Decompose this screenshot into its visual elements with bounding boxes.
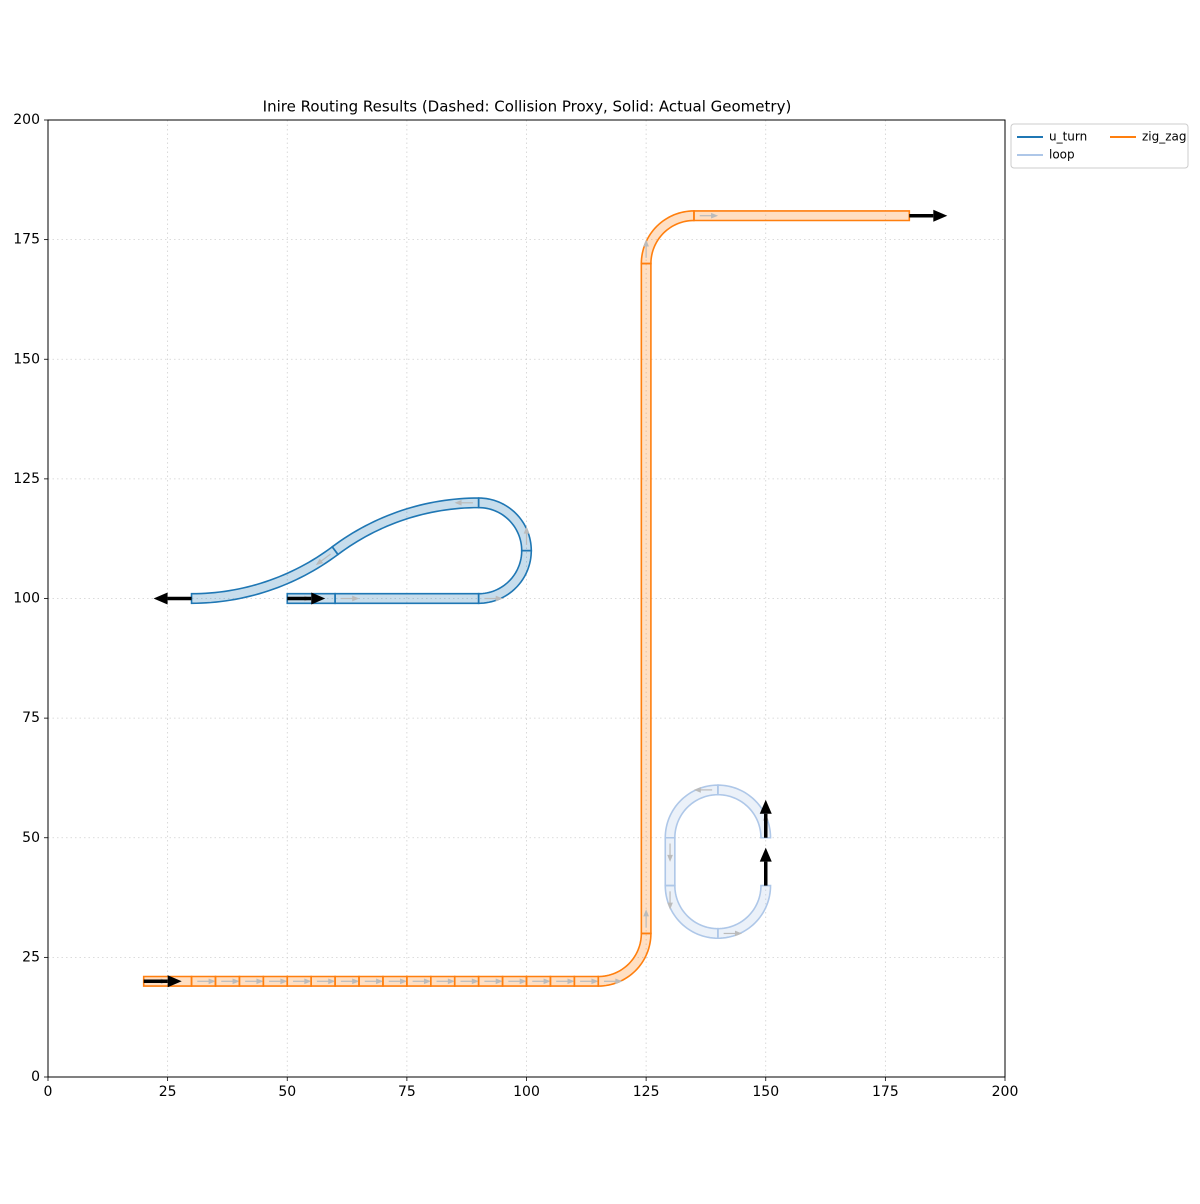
y-tick-label: 175 — [13, 232, 40, 248]
x-tick-label: 100 — [513, 1084, 540, 1100]
direction-marker-head — [643, 909, 649, 917]
port-arrow-head — [933, 209, 948, 222]
direction-marker-head — [667, 902, 673, 910]
legend-label: loop — [1049, 148, 1075, 162]
x-tick-label: 50 — [278, 1084, 296, 1100]
direction-marker-head — [543, 978, 551, 985]
x-tick-label: 25 — [159, 1084, 177, 1100]
legend-frame — [1010, 123, 1189, 169]
direction-marker-head — [256, 978, 264, 985]
x-tick-label: 150 — [752, 1084, 779, 1100]
direction-marker-head — [615, 978, 623, 985]
port-arrow-head — [759, 847, 772, 862]
x-tick-label: 75 — [398, 1084, 416, 1100]
direction-marker-head — [208, 978, 216, 985]
direction-marker-head — [591, 978, 599, 985]
direction-marker-head — [315, 558, 324, 566]
chart-title: Inire Routing Results (Dashed: Collision… — [263, 98, 792, 116]
y-tick-label: 125 — [13, 471, 40, 487]
direction-marker-head — [352, 978, 360, 985]
direction-marker-head — [734, 930, 743, 937]
y-tick-label: 75 — [22, 710, 40, 726]
port-arrow-head — [167, 975, 182, 988]
x-tick-label: 175 — [872, 1084, 899, 1100]
direction-marker-head — [643, 239, 649, 247]
direction-marker-head — [376, 978, 384, 985]
waveguide-segment — [640, 262, 652, 935]
x-tick-label: 0 — [44, 1084, 53, 1100]
x-tick-label: 125 — [633, 1084, 660, 1100]
direction-marker-head — [693, 787, 701, 793]
direction-marker-head — [447, 978, 455, 985]
y-tick-label: 50 — [22, 830, 40, 846]
port-arrow-head — [311, 592, 326, 605]
y-tick-label: 25 — [22, 949, 40, 965]
port-arrow-head — [153, 592, 168, 605]
y-tick-label: 100 — [13, 591, 40, 607]
direction-marker-head — [280, 978, 288, 985]
y-tick-label: 150 — [13, 351, 40, 367]
direction-marker-head — [667, 854, 673, 862]
legend-label: zig_zag — [1142, 130, 1187, 144]
waveguide-segment — [190, 545, 340, 605]
ticks: 0 25 50 75 100 125 150 175 200 0 25 50 75 100 125 150 17… — [13, 112, 1018, 1100]
direction-marker-head — [400, 978, 408, 985]
port-arrow-head — [759, 799, 772, 814]
direction-marker-head — [454, 499, 462, 506]
direction-marker-head — [232, 978, 240, 985]
waveguide-segment — [717, 884, 772, 940]
direction-marker-head — [328, 978, 336, 985]
direction-marker-head — [304, 978, 312, 985]
direction-marker-head — [423, 978, 432, 985]
y-tick-label: 0 — [31, 1069, 40, 1085]
legend-label: u_turn — [1049, 130, 1087, 144]
direction-marker-head — [495, 978, 503, 985]
plot-area — [142, 209, 948, 988]
waveguide-segment — [693, 210, 911, 222]
direction-marker-head — [567, 978, 575, 985]
direction-marker — [319, 553, 331, 563]
direction-marker-head — [523, 526, 530, 534]
direction-marker-head — [495, 595, 503, 602]
direction-marker-head — [711, 212, 719, 219]
direction-marker-head — [471, 978, 479, 985]
direction-marker-head — [519, 978, 527, 985]
direction-marker-head — [352, 595, 360, 602]
y-tick-label: 200 — [13, 112, 40, 128]
x-tick-label: 200 — [992, 1084, 1019, 1100]
